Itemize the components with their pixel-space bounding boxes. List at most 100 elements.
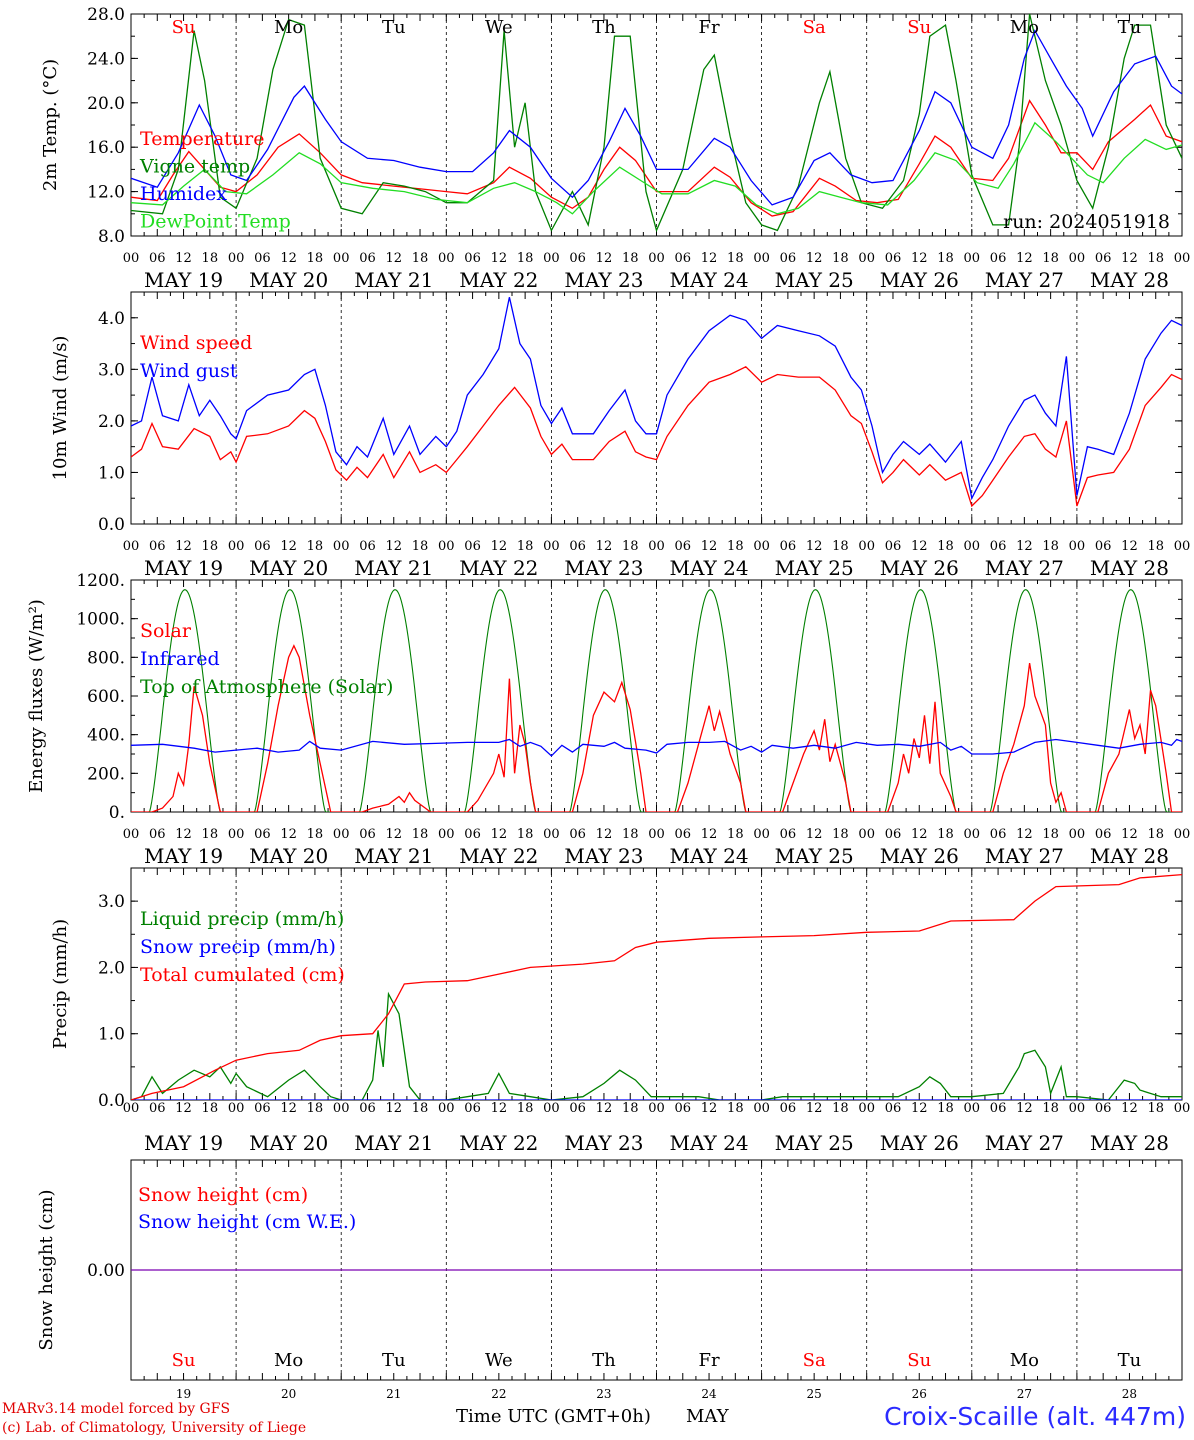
temp-hour-label: 18 [1147, 251, 1164, 266]
precip-y-axis-title: Precip (mm/h) [50, 919, 71, 1049]
temp-hour-label: 12 [701, 251, 718, 266]
precip-date-label: MAY 24 [669, 1131, 748, 1155]
precip-hour-label: 00 [1174, 1101, 1191, 1116]
precip-hour-label: 06 [780, 1101, 797, 1116]
precip-hour-label: 00 [753, 1101, 770, 1116]
weekday-label: Mo [1010, 17, 1039, 38]
temp-hour-label: 12 [175, 251, 192, 266]
precip-y-tick-label: 3.0 [98, 892, 125, 912]
precip-date-label: MAY 19 [144, 1131, 223, 1155]
precip-date-label: MAY 20 [249, 1131, 328, 1155]
temp-hour-label: 00 [438, 251, 455, 266]
day-number-label: 23 [596, 1387, 611, 1401]
model-credit: MARv3.14 model forced by GFS [2, 1401, 231, 1417]
precip-hour-label: 00 [1069, 1101, 1086, 1116]
precip-y-tick-label: 0.0 [98, 1091, 125, 1111]
energy-hour-label: 12 [1016, 827, 1033, 842]
temp-hour-label: 00 [123, 251, 140, 266]
energy-hour-label: 00 [228, 827, 245, 842]
humidex-line [131, 29, 1182, 206]
wind-date-label: MAY 26 [880, 556, 959, 580]
temp-hour-label: 18 [412, 251, 429, 266]
wind-hour-label: 18 [937, 539, 954, 554]
energy-date-label: MAY 24 [669, 844, 748, 868]
day-number-label: 20 [281, 1387, 296, 1401]
wind-hour-label: 18 [202, 539, 219, 554]
wind-hour-label: 12 [596, 539, 613, 554]
precip-hour-label: 12 [911, 1101, 928, 1116]
precip-y-tick-label: 1.0 [98, 1025, 125, 1045]
energy-hour-label: 06 [464, 827, 481, 842]
energy-hour-label: 00 [964, 827, 981, 842]
weekday-label: Mo [1010, 1350, 1039, 1371]
wind-hour-label: 12 [280, 539, 297, 554]
snow-y-tick-label: 0.00 [87, 1261, 125, 1281]
temp-date-label: MAY 21 [354, 268, 433, 292]
precip-hour-label: 00 [123, 1101, 140, 1116]
precip-hour-label: 12 [175, 1101, 192, 1116]
temp-hour-label: 06 [464, 251, 481, 266]
wind-hour-label: 06 [885, 539, 902, 554]
precip-hour-label: 12 [280, 1101, 297, 1116]
temp-hour-label: 00 [333, 251, 350, 266]
precip-date-label: MAY 25 [775, 1131, 854, 1155]
energy-hour-label: 18 [937, 827, 954, 842]
precip-hour-label: 00 [438, 1101, 455, 1116]
energy-hour-label: 00 [333, 827, 350, 842]
energy-date-label: MAY 19 [144, 844, 223, 868]
temp-hour-label: 18 [1042, 251, 1059, 266]
wind-legend-entry: Wind speed [140, 332, 252, 354]
temp-y-tick-label: 28.0 [87, 5, 125, 25]
temp-date-label: MAY 26 [880, 268, 959, 292]
precip-hour-label: 12 [701, 1101, 718, 1116]
wind-hour-label: 00 [964, 539, 981, 554]
precip-date-label: MAY 28 [1090, 1131, 1169, 1155]
wind-date-label: MAY 24 [669, 556, 748, 580]
day-number-label: 28 [1122, 1387, 1137, 1401]
wind-hour-label: 12 [1121, 539, 1138, 554]
wind-hour-label: 12 [911, 539, 928, 554]
wind-date-label: MAY 21 [354, 556, 433, 580]
temp-legend-entry: Temperature [140, 128, 264, 150]
energy-hour-label: 12 [1121, 827, 1138, 842]
energy-y-tick-label: 1000. [76, 610, 125, 630]
temp-date-label: MAY 24 [669, 268, 748, 292]
precip-hour-label: 18 [727, 1101, 744, 1116]
day-number-label: 22 [491, 1387, 506, 1401]
temp-y-tick-label: 20.0 [87, 94, 125, 114]
weekday-label: Tu [1118, 1350, 1142, 1371]
energy-date-label: MAY 27 [985, 844, 1064, 868]
wind-gust-line [131, 297, 1182, 501]
temp-hour-label: 06 [254, 251, 271, 266]
weekday-label: Su [172, 1350, 196, 1371]
precip-hour-label: 00 [858, 1101, 875, 1116]
energy-hour-label: 06 [149, 827, 166, 842]
day-number-label: 24 [701, 1387, 717, 1401]
temp-date-label: MAY 20 [249, 268, 328, 292]
precip-hour-label: 18 [1042, 1101, 1059, 1116]
weekday-label: Tu [1118, 17, 1142, 38]
precip-hour-label: 00 [648, 1101, 665, 1116]
energy-hour-label: 00 [1069, 827, 1086, 842]
weekday-label: Th [592, 17, 616, 38]
wind-date-label: MAY 23 [564, 556, 643, 580]
precip-legend-entry: Total cumulated (cm) [140, 964, 345, 986]
energy-hour-label: 12 [911, 827, 928, 842]
wind-hour-label: 06 [254, 539, 271, 554]
precip-hour-label: 12 [1121, 1101, 1138, 1116]
toa-solar-line [971, 589, 1077, 812]
energy-date-label: MAY 26 [880, 844, 959, 868]
temp-hour-label: 00 [1174, 251, 1191, 266]
day-number-label: 21 [386, 1387, 401, 1401]
temp-y-tick-label: 24.0 [87, 49, 125, 69]
temp-hour-label: 12 [596, 251, 613, 266]
temp-hour-label: 18 [517, 251, 534, 266]
energy-date-label: MAY 25 [775, 844, 854, 868]
precip-hour-label: 06 [254, 1101, 271, 1116]
precip-hour-label: 00 [543, 1101, 560, 1116]
energy-hour-label: 18 [622, 827, 639, 842]
temp-hour-label: 12 [1016, 251, 1033, 266]
temp-y-tick-label: 12.0 [87, 183, 125, 203]
temp-hour-label: 12 [806, 251, 823, 266]
snow-y-axis-title: Snow height (cm) [36, 1189, 57, 1350]
